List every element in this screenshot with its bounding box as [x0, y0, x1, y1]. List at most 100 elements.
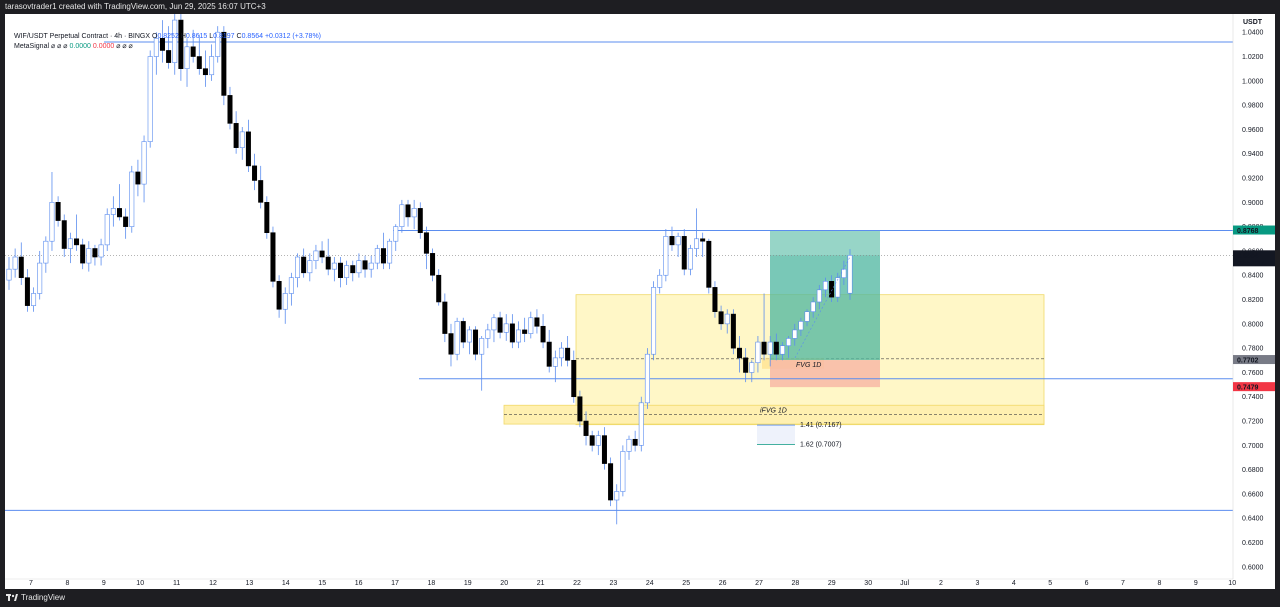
candle-body [522, 329, 528, 334]
candle-body [565, 347, 571, 361]
candle-body [374, 248, 380, 264]
candle [380, 232, 386, 270]
candle [730, 309, 736, 355]
candle [356, 253, 362, 278]
candle-body [172, 19, 178, 63]
candle [712, 281, 718, 318]
candle-body [442, 301, 448, 334]
candle [430, 248, 436, 282]
candle-body [822, 281, 828, 291]
candle [675, 232, 681, 258]
candle [835, 272, 841, 302]
candle [24, 269, 30, 312]
candle [822, 277, 828, 298]
candle [196, 34, 202, 75]
candle [724, 309, 730, 334]
y-tick-label: 0.6800 [1242, 467, 1264, 474]
candle [387, 238, 393, 270]
candle-body [295, 256, 301, 278]
candle [816, 284, 822, 310]
candle-body [810, 301, 816, 312]
candle [442, 293, 448, 343]
candle [718, 305, 724, 330]
candle-body [405, 204, 411, 218]
candle [491, 314, 497, 343]
x-tick-label: 19 [464, 580, 472, 587]
x-tick-label: 10 [136, 580, 144, 587]
candle-body [589, 435, 595, 446]
candle [227, 86, 233, 130]
current-price-tag-bg [1233, 250, 1275, 267]
candle [651, 281, 657, 361]
candle [252, 153, 258, 191]
candle [215, 26, 221, 63]
candle [325, 238, 331, 276]
candle [755, 335, 761, 373]
candle-body [534, 317, 540, 327]
candle [804, 309, 810, 327]
candle [43, 236, 49, 273]
currency-label: USDT [1243, 19, 1263, 26]
candle [184, 38, 190, 87]
candle [313, 244, 319, 270]
candle [657, 269, 663, 294]
indicator-name: MetaSignal [14, 43, 50, 50]
candle-body [37, 262, 43, 294]
indicator-row: MetaSignal ⌀ ⌀ ⌀ 0.0000 0.0000 ⌀ ⌀ ⌀ [14, 42, 321, 52]
chart-canvas[interactable]: FVG 1D iFVG 1D 1.41 (0.7167) 1.62 (0.7007) U… [5, 14, 1275, 589]
candle [829, 275, 835, 302]
candle [55, 196, 61, 227]
countdown-tag: 02:52:37 [1237, 260, 1264, 267]
candle [558, 342, 564, 367]
candle-body [202, 68, 208, 76]
candle [264, 196, 270, 239]
candle [454, 317, 460, 361]
candle [368, 255, 374, 278]
symbol-label: WIF/USDT Perpetual Contract · 4h · BINGX [14, 33, 151, 40]
x-tick-label: 9 [102, 580, 106, 587]
candle [644, 348, 650, 409]
x-tick-label: 18 [428, 580, 436, 587]
y-tick-label: 0.7000 [1242, 443, 1264, 450]
candle-body [460, 321, 466, 343]
candle [282, 287, 288, 324]
candle [276, 275, 282, 318]
x-tick-label: 5 [1048, 580, 1052, 587]
candle-body [141, 141, 147, 185]
candle [301, 248, 307, 278]
candle [147, 50, 153, 148]
candle [190, 29, 196, 63]
ifvg-label: iFVG 1D [760, 407, 787, 414]
ohlc-open-label: O [151, 33, 158, 40]
candle-body [583, 420, 589, 436]
chart-frame[interactable]: FVG 1D iFVG 1D 1.41 (0.7167) 1.62 (0.7007) U… [5, 14, 1275, 589]
candle-body [773, 341, 779, 355]
candle-body [430, 253, 436, 276]
chart-legend: WIF/USDT Perpetual Contract · 4h · BINGX… [14, 32, 321, 52]
candle-body [178, 19, 184, 69]
candle-body [380, 248, 386, 264]
candle-body [129, 171, 135, 227]
candle [473, 326, 479, 361]
x-tick-label: 16 [355, 580, 363, 587]
candle-body [239, 131, 245, 148]
candle [37, 250, 43, 300]
candle [295, 253, 301, 288]
candle [239, 127, 245, 160]
candle-body [86, 248, 92, 264]
candle [737, 335, 743, 373]
candle-body [301, 256, 307, 274]
candle-body [98, 244, 104, 258]
candle [417, 202, 423, 239]
candle-body [577, 396, 583, 422]
candle [31, 287, 37, 312]
candle [393, 224, 399, 251]
candle [786, 335, 792, 358]
candle [638, 396, 644, 452]
candle [344, 260, 350, 285]
entry-price-tag: 0.7702 [1237, 358, 1259, 365]
candle [608, 457, 614, 507]
candle [405, 199, 411, 227]
candle [810, 297, 816, 318]
candle-body [258, 180, 264, 203]
